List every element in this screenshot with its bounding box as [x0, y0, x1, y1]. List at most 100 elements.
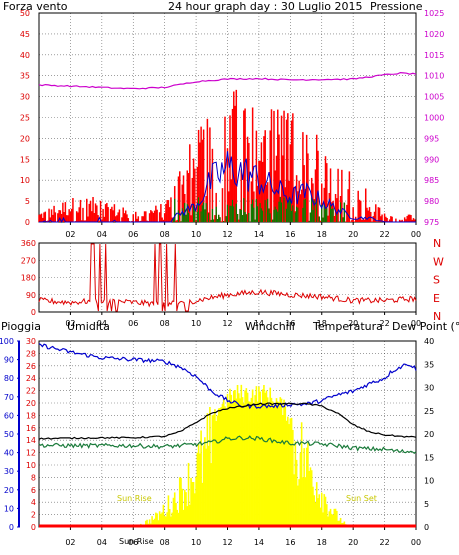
rain-y-label: 14 — [26, 436, 36, 445]
wind-y-label: 0 — [25, 218, 30, 227]
dir-y-label: 180 — [21, 274, 36, 283]
pressure-line — [38, 71, 417, 90]
wind-y-label: 5 — [25, 197, 30, 206]
temp-y-label: 15 — [424, 453, 434, 462]
wind-y-label: 25 — [20, 114, 30, 123]
rain-y-label: 10 — [26, 461, 36, 470]
pressure-y-label: 1000 — [424, 114, 444, 123]
temp-x-label: 12 — [222, 538, 232, 547]
pressure-y-label: 1020 — [424, 30, 444, 39]
temp-y-label: 25 — [424, 407, 434, 416]
humidity-y-label: 10 — [4, 504, 14, 513]
humidity-y-label: 20 — [4, 486, 14, 495]
temp-x-label: 04 — [97, 538, 107, 547]
temp-y-label: 5 — [424, 500, 429, 509]
humidity-y-label: 50 — [4, 430, 14, 439]
rain-y-label: 30 — [26, 337, 36, 346]
dir-x-label: 14 — [254, 319, 264, 328]
pressure-y-label: 1015 — [424, 51, 444, 60]
temp-x-label: 18 — [317, 538, 327, 547]
wind-x-label: 10 — [191, 230, 201, 239]
rain-legend: Pioggia — [1, 320, 41, 333]
humidity-y-label: 100 — [0, 337, 14, 346]
wind-x-label: 12 — [222, 230, 232, 239]
average-wind-line — [39, 151, 416, 224]
dir-x-label: 12 — [222, 319, 232, 328]
pressure-y-label: 990 — [424, 155, 439, 164]
sunrise-short-label: Sun Rise — [119, 537, 154, 546]
rain-y-label: 2 — [31, 511, 36, 520]
humidity-y-label: 70 — [4, 393, 14, 402]
windchill-legend: Windchill — [245, 320, 295, 333]
humidity-y-label: 90 — [4, 356, 14, 365]
pressure-y-label: 975 — [424, 218, 439, 227]
wind-x-label: 00 — [411, 230, 421, 239]
chart-title: 24 hour graph day : 30 Luglio 2015 — [168, 0, 363, 13]
wind-y-label: 10 — [20, 176, 30, 185]
wind-axis-title: Forza vento — [3, 0, 68, 13]
temp-x-label: 02 — [65, 538, 75, 547]
rain-y-label: 8 — [31, 473, 36, 482]
rain-y-label: 24 — [26, 374, 36, 383]
pressure-y-label: 995 — [424, 134, 439, 143]
pressure-axis-title: Pressione — [370, 0, 423, 13]
temp-x-label: 10 — [191, 538, 201, 547]
humidity-y-label: 80 — [4, 374, 14, 383]
humidity-line — [38, 343, 417, 410]
wind-y-label: 20 — [20, 134, 30, 143]
rain-y-label: 6 — [31, 486, 36, 495]
dir-x-label: 04 — [97, 319, 107, 328]
wind-x-label: 18 — [317, 230, 327, 239]
dir-x-label: 16 — [285, 319, 295, 328]
temp-x-label: 00 — [411, 538, 421, 547]
temperature-legend: Temperatura — [312, 320, 383, 333]
wind-y-label: 40 — [20, 51, 30, 60]
temp-y-label: 10 — [424, 477, 434, 486]
wind-y-label: 30 — [20, 93, 30, 102]
dir-x-label: 08 — [160, 319, 170, 328]
dewpoint-legend: Dew Point (°C — [392, 320, 459, 333]
temp-humidity-panel: 0102030405060708090100024681012141618202… — [0, 337, 434, 547]
dir-x-label: 10 — [191, 319, 201, 328]
dir-x-label: 02 — [65, 319, 75, 328]
rain-y-label: 0 — [31, 523, 36, 532]
temp-x-label: 06 — [128, 538, 138, 547]
pressure-y-label: 1025 — [424, 9, 444, 18]
pressure-y-label: 1005 — [424, 93, 444, 102]
dir-compass-label: E — [433, 292, 440, 305]
wind-y-label: 35 — [20, 72, 30, 81]
temp-x-label: 14 — [254, 538, 264, 547]
rain-y-label: 16 — [26, 424, 36, 433]
wind-x-label: 02 — [65, 230, 75, 239]
dir-compass-label: S — [433, 274, 440, 287]
pressure-y-label: 980 — [424, 197, 439, 206]
pressure-y-label: 1010 — [424, 72, 444, 81]
temp-y-label: 20 — [424, 430, 434, 439]
wind-x-label: 20 — [348, 230, 358, 239]
wind-y-label: 45 — [20, 30, 30, 39]
temperature-line — [38, 402, 417, 440]
humidity-y-label: 30 — [4, 467, 14, 476]
humidity-y-label: 0 — [9, 523, 14, 532]
dewpoint-line — [38, 435, 417, 454]
dir-x-label: 18 — [317, 319, 327, 328]
dir-compass-label: W — [433, 255, 444, 268]
dir-x-label: 06 — [128, 319, 138, 328]
dir-y-label: 90 — [26, 291, 36, 300]
temp-y-label: 35 — [424, 360, 434, 369]
rain-y-label: 12 — [26, 449, 36, 458]
sunset-label: Sun Set — [346, 494, 377, 503]
pressure-y-label: 985 — [424, 176, 439, 185]
humidity-y-label: 40 — [4, 449, 14, 458]
dir-compass-label: N — [433, 310, 441, 323]
wind-x-label: 04 — [97, 230, 107, 239]
wind-x-label: 22 — [379, 230, 389, 239]
wind-x-label: 16 — [285, 230, 295, 239]
wind-pressure-panel: 0510152025303540455097598098599099510001… — [20, 9, 445, 239]
wind-y-label: 50 — [20, 9, 30, 18]
temp-y-label: 0 — [424, 523, 429, 532]
wind-y-label: 15 — [20, 155, 30, 164]
dir-y-label: 0 — [31, 308, 36, 317]
